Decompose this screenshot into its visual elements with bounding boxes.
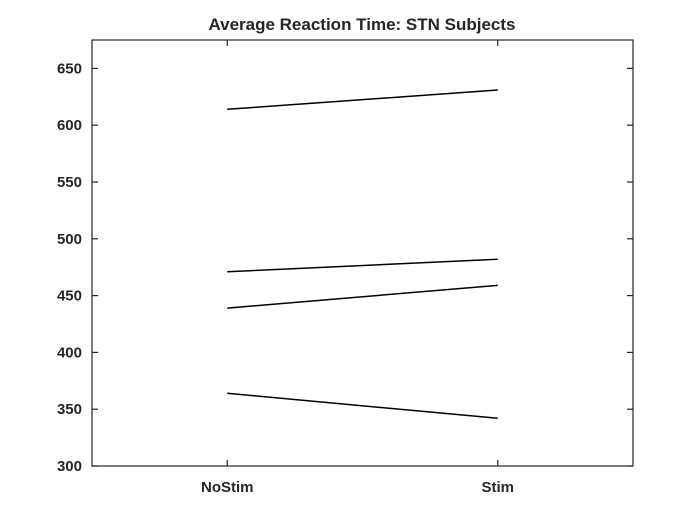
axis-ticks: 300 350 400 450 500 550 600 650 NoStim Stim xyxy=(57,40,633,496)
y-tick-label: 550 xyxy=(57,174,82,191)
x-tick-label: NoStim xyxy=(201,479,254,496)
subject-line xyxy=(227,89,498,111)
series-group xyxy=(227,89,498,420)
subject-line xyxy=(227,258,498,273)
chart-title: Average Reaction Time: STN Subjects xyxy=(208,15,515,34)
y-tick-label: 300 xyxy=(57,458,82,475)
y-tick-label: 350 xyxy=(57,401,82,418)
y-tick-label: 400 xyxy=(57,344,82,361)
y-tick-label: 650 xyxy=(57,60,82,77)
y-tick-label: 600 xyxy=(57,117,82,134)
x-tick-label: Stim xyxy=(481,479,514,496)
y-tick-label: 500 xyxy=(57,231,82,248)
axes-frame xyxy=(91,39,634,467)
y-tick-label: 450 xyxy=(57,288,82,305)
subject-line xyxy=(227,284,498,309)
subject-line xyxy=(227,392,498,420)
